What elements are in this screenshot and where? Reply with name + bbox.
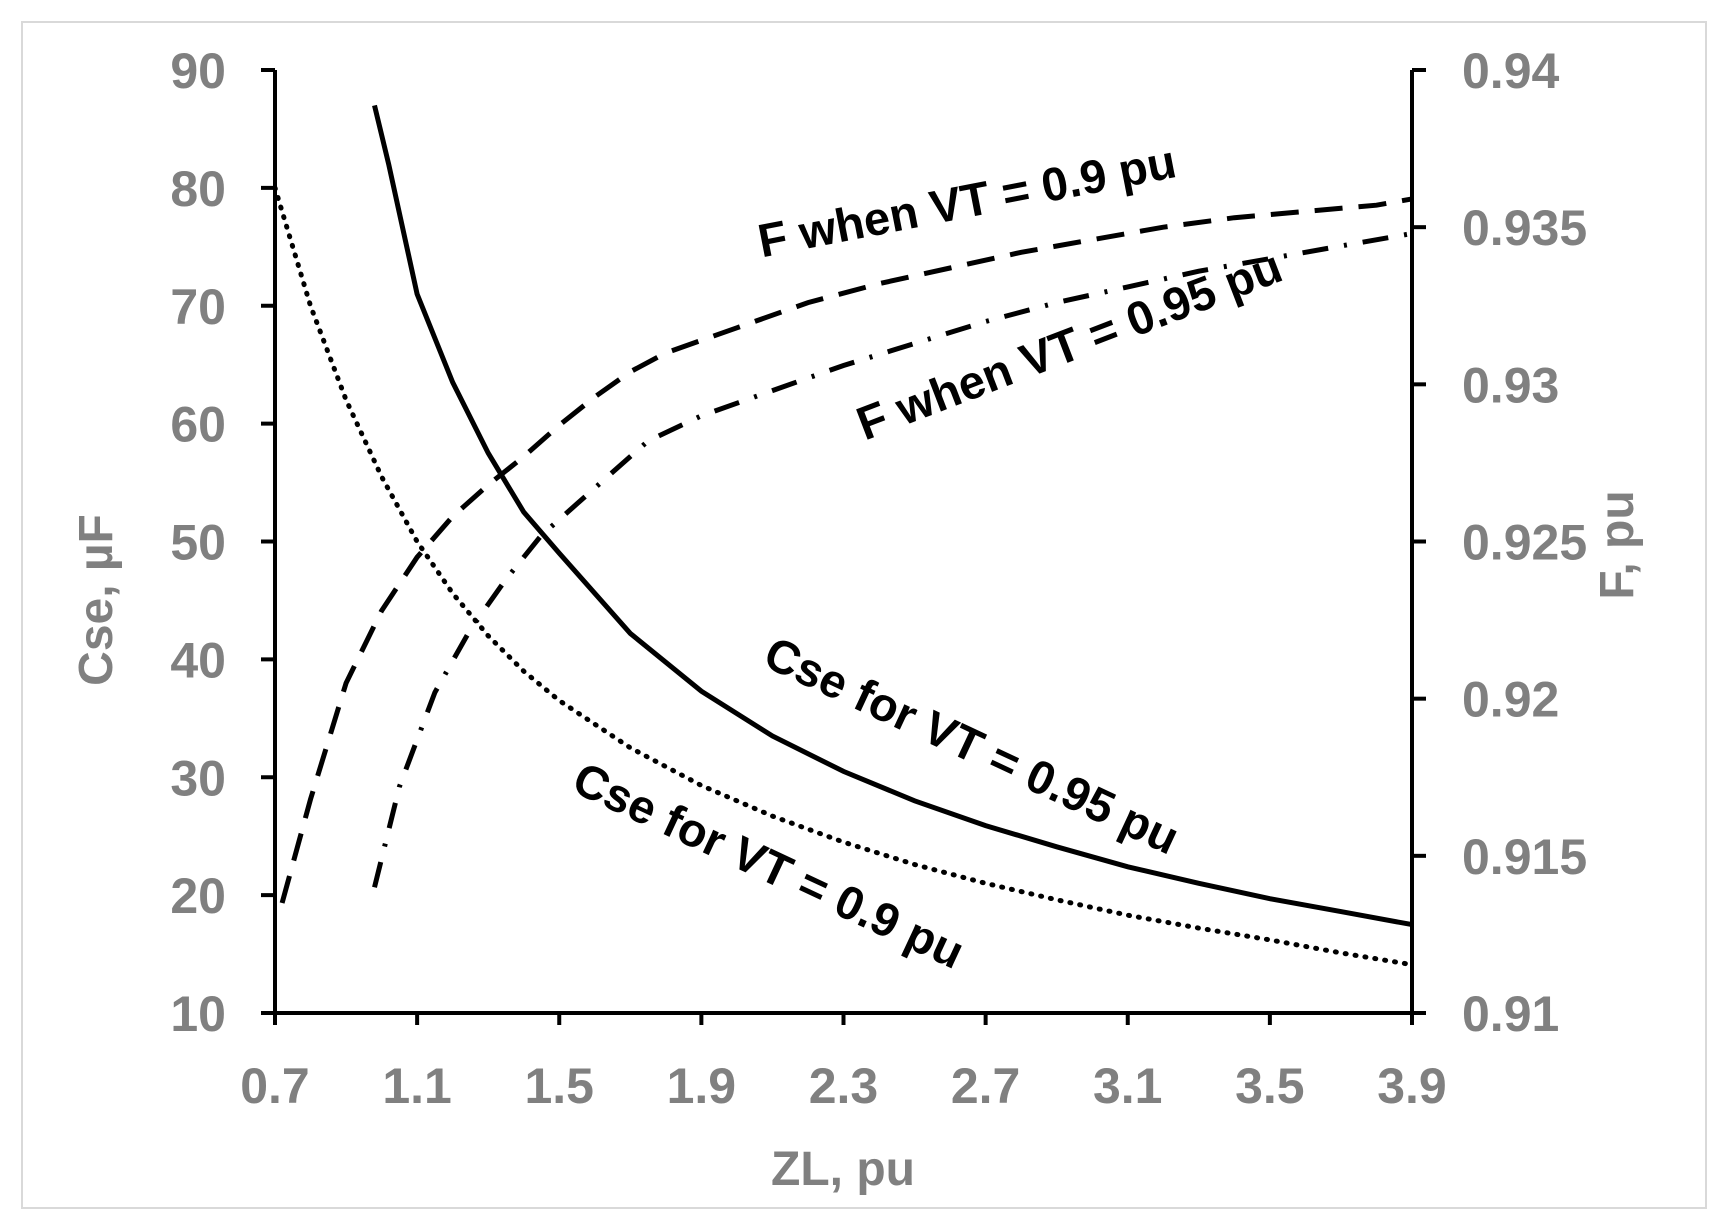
series-line-0 bbox=[372, 104, 1413, 928]
y-right-tick-label: 0.93 bbox=[1462, 357, 1559, 413]
x-ticks: 0.7 1.1 1.5 1.9 2.3 2.7 3.1 3.5 3.9 bbox=[240, 1013, 1447, 1114]
y-left-tick-label: 60 bbox=[170, 397, 226, 453]
y-right-tick-label: 0.94 bbox=[1462, 43, 1560, 99]
x-axis-title: ZL, pu bbox=[771, 1143, 915, 1196]
x-tick-label: 3.1 bbox=[1093, 1058, 1163, 1114]
y-left-tick-label: 70 bbox=[170, 279, 226, 335]
x-tick-label: 3.5 bbox=[1235, 1058, 1305, 1114]
x-tick-label: 0.7 bbox=[240, 1058, 310, 1114]
y-right-ticks: 0.91 0.915 0.92 0.925 0.93 0.935 0.94 bbox=[1412, 43, 1587, 1042]
y-left-axis-title: Cse, µF bbox=[70, 514, 123, 686]
y-left-tick-label: 30 bbox=[170, 750, 226, 806]
y-right-tick-label: 0.935 bbox=[1462, 200, 1587, 256]
x-tick-label: 3.9 bbox=[1377, 1058, 1447, 1114]
x-tick-label: 1.9 bbox=[667, 1058, 737, 1114]
y-left-ticks: 10 20 30 40 50 60 70 80 90 bbox=[170, 43, 275, 1042]
x-tick-label: 2.7 bbox=[951, 1058, 1021, 1114]
y-right-tick-label: 0.915 bbox=[1462, 829, 1587, 885]
x-tick-label: 1.5 bbox=[524, 1058, 594, 1114]
series-line-1 bbox=[272, 185, 1415, 968]
x-tick-label: 2.3 bbox=[809, 1058, 879, 1114]
y-left-tick-label: 20 bbox=[170, 868, 226, 924]
x-tick-label: 1.1 bbox=[382, 1058, 452, 1114]
y-right-tick-label: 0.91 bbox=[1462, 986, 1559, 1042]
y-left-tick-label: 10 bbox=[170, 986, 226, 1042]
figure-border bbox=[21, 21, 1707, 1209]
series-line-3 bbox=[372, 231, 1413, 888]
y-left-tick-label: 50 bbox=[170, 515, 226, 571]
y-right-tick-label: 0.92 bbox=[1462, 672, 1559, 728]
series-layer bbox=[272, 104, 1415, 968]
y-right-tick-label: 0.925 bbox=[1462, 515, 1587, 571]
y-left-tick-label: 80 bbox=[170, 161, 226, 217]
y-left-tick-label: 90 bbox=[170, 43, 226, 99]
y-right-axis-title: F, pu bbox=[1591, 490, 1644, 599]
series-line-2 bbox=[279, 196, 1413, 904]
y-left-tick-label: 40 bbox=[170, 632, 226, 688]
